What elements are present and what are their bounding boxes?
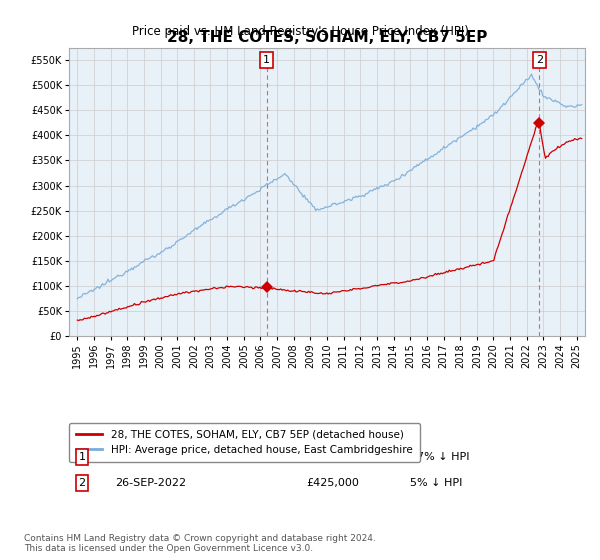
Text: 2: 2 — [79, 478, 85, 488]
Text: 26-MAY-2006: 26-MAY-2006 — [115, 452, 187, 462]
Title: 28, THE COTES, SOHAM, ELY, CB7 5EP: 28, THE COTES, SOHAM, ELY, CB7 5EP — [167, 30, 487, 45]
Legend: 28, THE COTES, SOHAM, ELY, CB7 5EP (detached house), HPI: Average price, detache: 28, THE COTES, SOHAM, ELY, CB7 5EP (deta… — [69, 422, 420, 463]
Text: 1: 1 — [79, 452, 85, 462]
Text: 57% ↓ HPI: 57% ↓ HPI — [410, 452, 469, 462]
Text: £97,500: £97,500 — [307, 452, 352, 462]
Text: £425,000: £425,000 — [307, 478, 359, 488]
Text: 5% ↓ HPI: 5% ↓ HPI — [410, 478, 462, 488]
Text: Contains HM Land Registry data © Crown copyright and database right 2024.
This d: Contains HM Land Registry data © Crown c… — [24, 534, 376, 553]
Text: 26-SEP-2022: 26-SEP-2022 — [115, 478, 187, 488]
Text: Price paid vs. HM Land Registry's House Price Index (HPI): Price paid vs. HM Land Registry's House … — [131, 25, 469, 38]
Text: 2: 2 — [536, 55, 543, 65]
Text: 1: 1 — [263, 55, 270, 65]
